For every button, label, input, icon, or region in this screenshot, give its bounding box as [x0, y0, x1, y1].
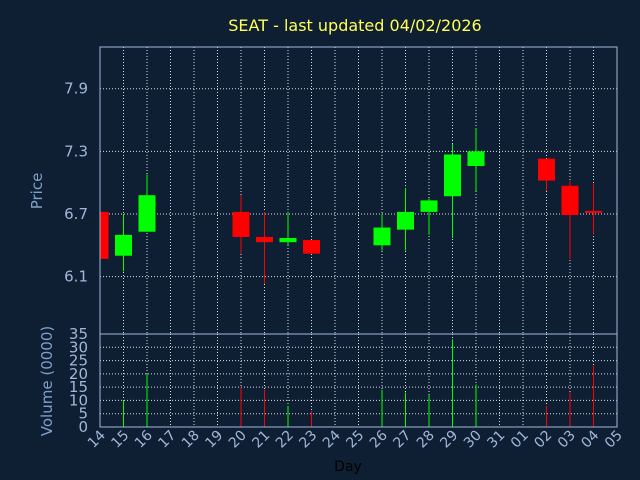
candle-body — [115, 234, 132, 256]
x-tick-label: 20 — [226, 428, 250, 452]
x-tick-label: 05 — [602, 428, 626, 452]
candle-body — [467, 151, 485, 166]
x-tick-label: 30 — [461, 428, 485, 452]
candle-body — [444, 154, 461, 197]
candle-body — [585, 210, 602, 213]
x-tick-label: 04 — [578, 427, 602, 451]
volume-tick-label: 10 — [69, 391, 88, 409]
candle-body — [303, 240, 320, 254]
volume-axis-label: Volume (0000) — [38, 326, 56, 436]
volume-tick-label: 35 — [69, 325, 88, 343]
price-tick-label: 7.3 — [64, 142, 88, 160]
volume-frame — [99, 333, 618, 428]
x-tick-label: 23 — [296, 428, 320, 452]
price-y-ticks: 6.1 6.7 7.3 7.9 — [64, 80, 88, 286]
x-tick-label: 01 — [508, 428, 532, 452]
volume-bars — [123, 339, 594, 427]
candle-body — [397, 211, 414, 230]
candle-body — [138, 195, 156, 232]
candle-body — [232, 211, 250, 237]
price-grid — [99, 47, 618, 334]
x-tick-label: 19 — [202, 428, 226, 452]
x-tick-label: 18 — [179, 428, 203, 452]
volume-tick-label: 25 — [69, 352, 88, 370]
x-tick-label: 03 — [555, 428, 579, 452]
volume-tick-label: 5 — [78, 405, 88, 423]
x-axis-label: Day — [334, 459, 362, 475]
x-tick-label: 31 — [484, 428, 508, 452]
x-tick-label: 14 — [85, 427, 109, 451]
volume-tick-label: 15 — [69, 378, 88, 396]
candle-body — [256, 236, 273, 243]
chart-title: SEAT - last updated 04/02/2026 — [228, 16, 481, 35]
price-tick-label: 7.9 — [64, 80, 88, 98]
x-tick-label: 22 — [273, 428, 297, 452]
price-candles — [99, 128, 602, 284]
volume-tick-label: 0 — [78, 418, 88, 436]
x-tick-label: 16 — [132, 427, 156, 451]
candle-body — [373, 227, 391, 246]
price-panel: 6.1 6.7 7.3 7.9 — [64, 46, 618, 335]
x-tick-label: 29 — [437, 428, 461, 452]
price-axis-label: Price — [28, 173, 46, 210]
x-tick-label: 21 — [249, 428, 273, 452]
x-tick-label: 26 — [367, 427, 391, 451]
x-ticks: 14 15 16 17 18 19 20 21 22 23 24 25 26 27 28 29 30 31 01 02… — [85, 427, 626, 451]
candle-body — [561, 185, 579, 216]
x-tick-label: 24 — [320, 427, 344, 451]
x-tick-label: 15 — [108, 428, 132, 452]
x-tick-label: 27 — [390, 428, 414, 452]
x-tick-label: 02 — [531, 428, 555, 452]
x-tick-label: 28 — [414, 428, 438, 452]
candle-body — [279, 237, 297, 243]
candle-body — [538, 158, 555, 181]
price-tick-label: 6.1 — [64, 268, 88, 286]
candle-body — [100, 211, 109, 259]
volume-tick-label: 20 — [69, 365, 88, 383]
price-tick-label: 6.7 — [64, 205, 88, 223]
x-tick-label: 17 — [155, 428, 179, 452]
x-tick-label: 25 — [343, 428, 367, 452]
candle-body — [420, 200, 438, 212]
volume-tick-label: 30 — [69, 338, 88, 356]
volume-grid — [99, 334, 618, 427]
